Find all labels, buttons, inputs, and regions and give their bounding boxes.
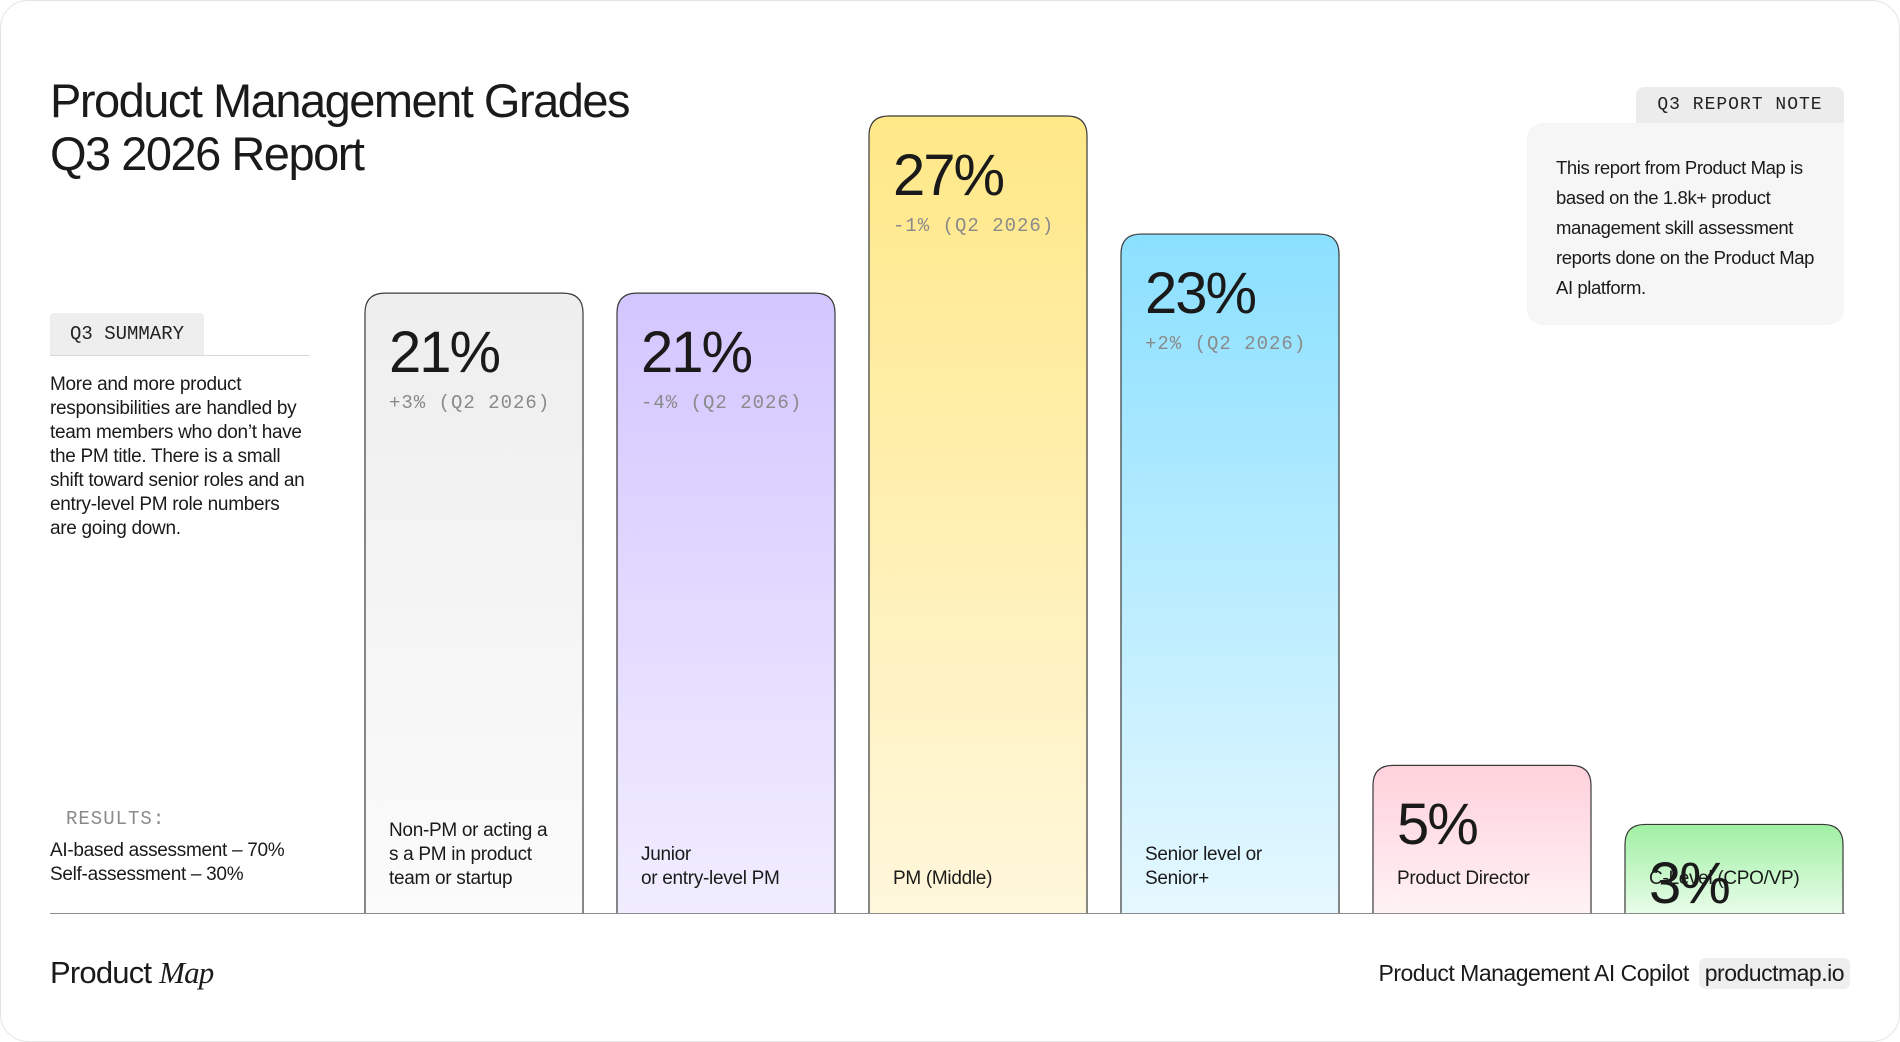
bar-value-label: 21% [641, 320, 753, 386]
bar-category-label-line: Product Director [1397, 868, 1530, 889]
page-title: Product Management Grades Q3 2026 Report [50, 74, 631, 180]
bar-category-label-line: s a PM in product [389, 844, 532, 865]
title-line-2: Q3 2026 Report [50, 127, 365, 180]
bar-category-label-line: Senior+ [1145, 868, 1209, 889]
bar-value-label: 23% [1145, 261, 1257, 327]
bar-value-label: 21% [389, 320, 501, 386]
bar-category-label: Non-PM or acting a s a PM in product team … [389, 819, 571, 891]
bar-4 [1120, 233, 1340, 913]
bar-change-label: -4% (Q2 2026) [641, 392, 803, 415]
bar-value-label: 27% [893, 143, 1005, 208]
brand-regular: Product [50, 955, 160, 990]
results-label: RESULTS: [66, 808, 166, 830]
results-item: Self-assessment – 30% [50, 864, 244, 885]
bar-6 [1624, 823, 1844, 913]
bar-category-label-line: Non-PM or acting a [389, 820, 548, 841]
bar-category-label: PM (Middle) [893, 867, 1075, 891]
title-line-1: Product Management Grades [50, 74, 631, 127]
summary-text: More and more product responsibilities a… [50, 374, 305, 539]
bar-3 [868, 115, 1088, 913]
bar-category-label: Product Director [1397, 867, 1579, 891]
results-item: AI-based assessment – 70% [50, 840, 285, 861]
bar-category-label-line: Junior [641, 844, 691, 865]
note-text: This report from Product Map is based on… [1556, 157, 1815, 298]
site-link[interactable]: productmap.io [1698, 958, 1850, 989]
summary-divider [50, 355, 310, 356]
bar-1 [364, 292, 584, 913]
bar-5 [1372, 764, 1592, 913]
bar-category-label: Junior or entry-level PM [641, 843, 823, 891]
chart-baseline [50, 913, 1845, 914]
bar-value-label: 3% [1649, 851, 1731, 917]
bar-category-label-line: or entry-level PM [641, 868, 780, 889]
bar-category-label: C-Level (CPO/VP) [1649, 867, 1831, 891]
brand-logo: Product Map [50, 955, 214, 991]
bar-change-label: -1% (Q2 2026) [893, 215, 1055, 237]
bar-change-label: +3% (Q2 2026) [389, 392, 551, 415]
bar-category-label: Senior level or Senior+ [1145, 843, 1327, 891]
brand-italic: Map [159, 955, 214, 990]
bar-category-label-line: Senior level or [1145, 844, 1262, 865]
results-list: AI-based assessment – 70% Self-assessmen… [50, 839, 285, 887]
footer-right: Product Management AI Copilot productmap… [1378, 958, 1850, 989]
bar-category-label-line: C-Level (CPO/VP) [1649, 868, 1800, 889]
bar-change-label: +2% (Q2 2026) [1145, 333, 1307, 356]
bar-category-label-line: PM (Middle) [893, 868, 993, 889]
note-box: This report from Product Map is based on… [1527, 123, 1844, 325]
note-tag: Q3 REPORT NOTE [1636, 87, 1844, 123]
bar-value-label: 5% [1397, 792, 1479, 858]
footer-tagline: Product Management AI Copilot [1378, 960, 1690, 986]
summary-tag: Q3 SUMMARY [50, 313, 204, 355]
bar-2 [616, 292, 836, 913]
bar-category-label-line: team or startup [389, 868, 513, 889]
